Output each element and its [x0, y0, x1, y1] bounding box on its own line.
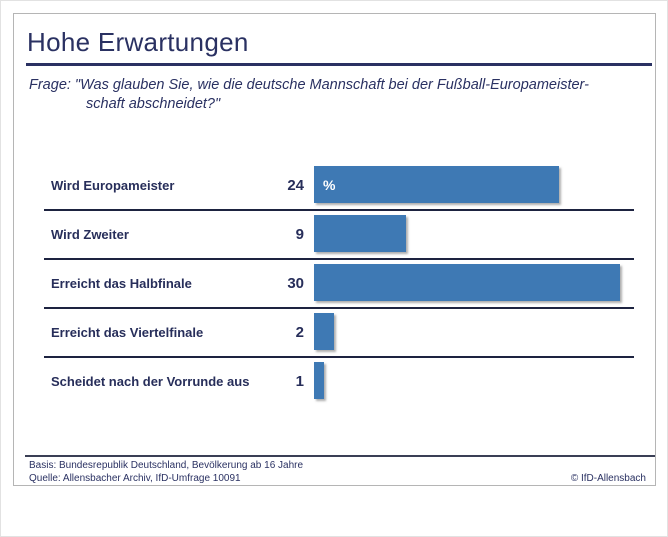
footer-copyright: © IfD-Allensbach	[570, 473, 646, 484]
value-label: 1	[295, 373, 304, 390]
title-divider	[26, 63, 652, 66]
category-label: Wird Zweiter	[51, 227, 129, 242]
chart-row: Erreicht das Halbfinale 30	[14, 259, 655, 309]
row-separator	[44, 209, 634, 211]
bar: %	[314, 166, 559, 203]
chart-row: Wird Zweiter 9	[14, 210, 655, 260]
category-label: Scheidet nach der Vorrunde aus	[51, 374, 250, 389]
value-label: 9	[295, 226, 304, 243]
row-separator	[44, 307, 634, 309]
value-label: 24	[287, 177, 304, 194]
bar	[314, 215, 406, 252]
chart-row: Wird Europameister 24%	[14, 161, 655, 211]
row-separator	[44, 258, 634, 260]
slide-frame: Hohe Erwartungen Frage: "Was glauben Sie…	[13, 13, 656, 486]
value-label: 30	[287, 275, 304, 292]
bar	[314, 264, 620, 301]
survey-question: Frage: "Was glauben Sie, wie die deutsch…	[29, 76, 589, 114]
bar-chart: Wird Europameister 24% Wird Zweiter 9 Erreic…	[14, 161, 655, 406]
survey-question-line2: schaft abschneidet?"	[86, 96, 221, 112]
chart-row: Scheidet nach der Vorrunde aus 1	[14, 357, 655, 406]
category-label: Wird Europameister	[51, 178, 175, 193]
bar	[314, 313, 334, 350]
survey-question-line1: Frage: "Was glauben Sie, wie die deutsch…	[29, 77, 589, 93]
percent-unit-label: %	[323, 176, 336, 193]
footer-source: Quelle: Allensbacher Archiv, IfD-Umfrage…	[29, 473, 241, 484]
footer-basis: Basis: Bundesrepublik Deutschland, Bevöl…	[29, 460, 304, 471]
category-label: Erreicht das Halbfinale	[51, 276, 192, 291]
footer-divider	[25, 455, 655, 457]
page-title: Hohe Erwartungen	[27, 27, 249, 57]
category-label: Erreicht das Viertelfinale	[51, 325, 204, 340]
value-label: 2	[295, 324, 304, 341]
bar	[314, 362, 324, 399]
row-separator	[44, 356, 634, 358]
chart-row: Erreicht das Viertelfinale 2	[14, 308, 655, 358]
